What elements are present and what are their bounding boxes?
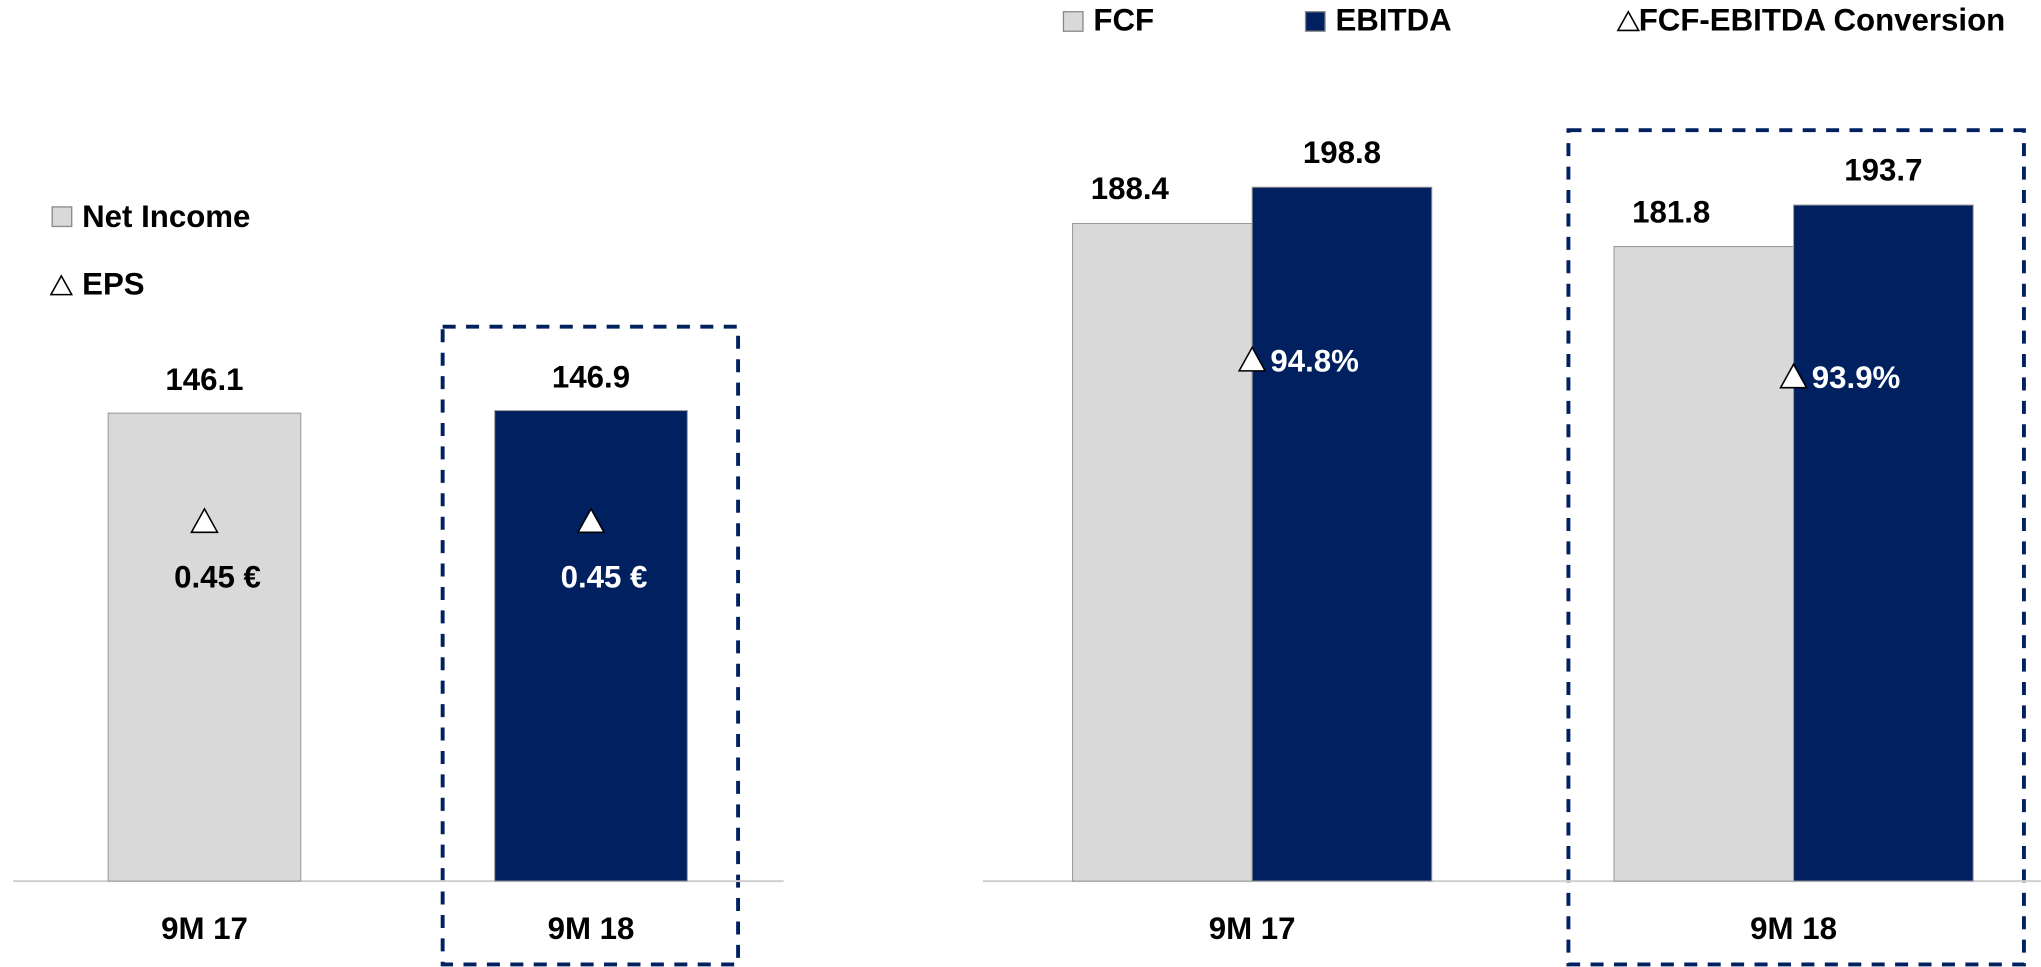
bar	[1613, 246, 1795, 882]
bar	[1072, 223, 1253, 882]
x-tick-label: 9M 17	[1209, 911, 1296, 946]
value-label: 146.9	[552, 360, 630, 395]
x-tick-label: 9M 18	[1750, 911, 1837, 946]
legend-label: FCF	[1093, 2, 1154, 37]
eps-label: 0.45 €	[561, 559, 648, 594]
legend-label: EBITDA	[1335, 2, 1451, 37]
conversion-marker	[1779, 362, 1808, 389]
conversion-marker	[1237, 345, 1267, 372]
legend-swatch	[1304, 11, 1326, 32]
value-label: 181.8	[1632, 194, 1710, 229]
value-label: 198.8	[1303, 135, 1381, 170]
value-label: 146.1	[165, 362, 243, 397]
value-label: 188.4	[1091, 171, 1170, 206]
bar	[1251, 186, 1433, 882]
legend-label: EPS	[82, 267, 144, 302]
bar	[494, 410, 688, 882]
legend-marker	[1616, 10, 1641, 32]
legend-swatch	[51, 206, 73, 228]
eps-label: 0.45 €	[174, 559, 261, 594]
bar	[1793, 204, 1974, 882]
legend-marker	[49, 274, 74, 296]
x-tick-label: 9M 17	[161, 911, 248, 946]
highlight-box	[1566, 128, 2026, 967]
legend-label: FCF-EBITDA Conversion	[1639, 2, 2006, 37]
highlight-box	[440, 324, 741, 967]
x-tick-label: 9M 18	[548, 911, 635, 946]
conversion-label: 93.9%	[1812, 360, 1901, 395]
value-label: 193.7	[1844, 153, 1922, 188]
legend-swatch	[1062, 11, 1084, 32]
bar	[107, 412, 302, 882]
conversion-label: 94.8%	[1270, 343, 1359, 378]
legend-label: Net Income	[82, 199, 250, 234]
eps-marker	[190, 507, 219, 534]
eps-marker	[576, 507, 606, 534]
